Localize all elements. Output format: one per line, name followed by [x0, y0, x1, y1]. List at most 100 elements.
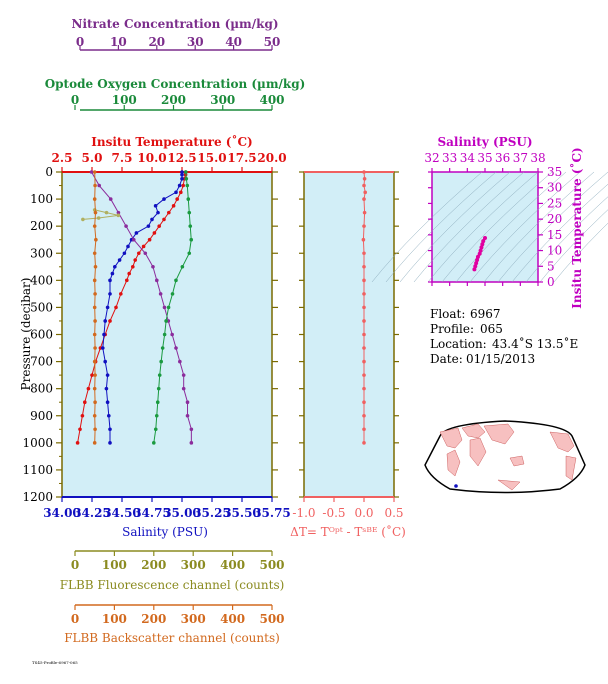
- salinity-point: [108, 292, 112, 296]
- oxygen-point: [180, 264, 185, 269]
- delta-t-point: [362, 373, 366, 377]
- salinity-point: [108, 278, 112, 283]
- pressure-tick-label: 800: [30, 382, 53, 396]
- backscatter-point: [93, 373, 97, 377]
- nitrate-tick-label: 10: [110, 35, 127, 49]
- backscatter-point: [92, 251, 97, 256]
- ts-temperature-tick-label: 0: [547, 275, 555, 289]
- oxygen-point: [189, 237, 194, 242]
- backscatter-tick-label: 500: [259, 612, 284, 626]
- oxygen-point: [174, 278, 178, 283]
- oxygen-point: [152, 441, 156, 445]
- oxygen-point: [162, 332, 167, 337]
- oxygen-point: [155, 400, 160, 405]
- delta-t-point: [362, 197, 366, 201]
- delta-t-panel-background: [303, 171, 395, 498]
- temperature-point: [125, 278, 129, 283]
- backscatter-point: [92, 359, 97, 364]
- delta-t-axis-label: ΔT= Tᴼᵖᵗ - Tˢᴮᴱ (˚C): [290, 524, 406, 539]
- temperature-point: [83, 400, 87, 405]
- nitrate-point: [189, 441, 194, 445]
- salinity-point: [103, 359, 107, 364]
- pressure-tick-label: 300: [30, 246, 53, 260]
- nitrate-axis: Nitrate Concentration (µm/kg) 0 10 20 30 40 5…: [71, 17, 281, 51]
- backscatter-point: [93, 427, 97, 432]
- nitrate-point: [108, 197, 113, 201]
- ts-salinity-tick-label: 33: [442, 151, 457, 165]
- density-contour: [385, 171, 497, 283]
- salinity-tick-label: 35.25: [193, 506, 231, 520]
- nitrate-point: [178, 359, 182, 364]
- oxygen-point: [188, 224, 193, 228]
- ts-temperature-tick-label: 30: [547, 181, 562, 195]
- dt-tick-label: -1.0: [292, 506, 315, 520]
- temperature-axis: 2.5 5.0 7.5 10.0 12.5 15.0 17.5 20.0: [52, 151, 287, 172]
- date-label: Date:: [430, 352, 463, 366]
- fluorescence-axis-label: FLBB Fluorescence channel (counts): [60, 578, 285, 592]
- delta-t-point: [362, 170, 366, 174]
- profile-value: 065: [480, 322, 503, 336]
- nitrate-point: [155, 278, 159, 283]
- dt-tick-label: -0.5: [322, 506, 345, 520]
- delta-t-point: [362, 441, 366, 445]
- salinity-axis-label: Salinity (PSU): [122, 525, 208, 539]
- nitrate-tick-label: 0: [76, 35, 84, 49]
- delta-t-point: [362, 305, 366, 310]
- salinity-tick-label: 35.75: [253, 506, 291, 520]
- oxygen-point: [159, 359, 163, 364]
- delta-t-point: [362, 386, 366, 391]
- fluorescence-point: [104, 210, 109, 215]
- delta-t-point: [362, 176, 367, 181]
- temperature-point: [141, 244, 146, 249]
- salinity-point: [103, 319, 107, 323]
- oxygen-tick-label: 400: [259, 93, 284, 107]
- density-contour: [427, 171, 539, 283]
- salinity-point: [122, 251, 127, 256]
- backscatter-point: [92, 224, 97, 228]
- salinity-point: [126, 244, 130, 249]
- density-contour: [525, 196, 608, 283]
- ts-point: [478, 248, 483, 253]
- profile-label: Profile:: [430, 322, 474, 336]
- oxygen-line: [153, 171, 192, 443]
- float-location-marker: [454, 484, 458, 488]
- oxygen-point: [164, 319, 168, 323]
- oxygen-tick-label: 200: [161, 93, 186, 107]
- backscatter-axis-label: FLBB Backscatter channel (counts): [64, 631, 280, 645]
- nitrate-axis-label: Nitrate Concentration (µm/kg): [71, 17, 278, 31]
- salinity-point: [105, 373, 110, 377]
- nitrate-point: [174, 346, 178, 350]
- nitrate-tick-label: 30: [187, 35, 204, 49]
- nitrate-point: [181, 373, 186, 377]
- ts-point: [477, 251, 482, 256]
- salinity-tick-label: 34.50: [103, 506, 141, 520]
- ts-salinity-tick-label: 35: [477, 151, 492, 165]
- pressure-axis-label: Pressure (decibar): [19, 278, 33, 391]
- temperature-point: [167, 210, 171, 215]
- fluorescence-tick-label: 0: [71, 558, 79, 572]
- density-contour: [553, 222, 608, 283]
- density-contour: [455, 171, 567, 283]
- temperature-point: [131, 264, 135, 269]
- backscatter-tick-label: 100: [102, 612, 127, 626]
- nitrate-tick-label: 50: [264, 35, 281, 49]
- delta-t-point: [361, 237, 366, 242]
- backscatter-point: [93, 292, 97, 296]
- temperature-tick-label: 15.0: [197, 151, 226, 165]
- temperature-point: [179, 190, 183, 195]
- temperature-point: [90, 373, 94, 377]
- float-label: Float:: [430, 307, 465, 321]
- density-contour: [539, 209, 608, 283]
- temperature-tick-label: 12.5: [167, 151, 196, 165]
- salinity-point: [162, 197, 166, 201]
- temperature-tick-label: 7.5: [112, 151, 133, 165]
- ts-point: [479, 245, 484, 250]
- ts-point: [474, 261, 479, 266]
- oxygen-point: [187, 210, 192, 215]
- pressure-tick-label: 0: [45, 165, 53, 179]
- delta-t-point: [362, 332, 366, 337]
- ts-salinity-tick-label: 32: [424, 151, 439, 165]
- backscatter-point: [94, 237, 98, 242]
- temperature-tick-label: 17.5: [227, 151, 256, 165]
